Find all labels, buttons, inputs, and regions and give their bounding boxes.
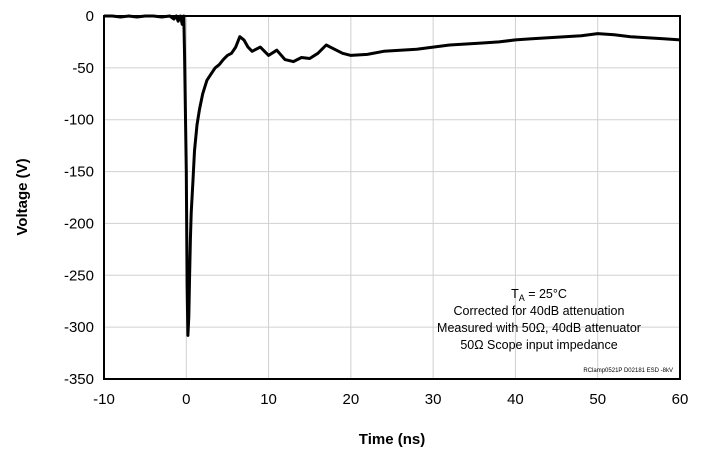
x-tick-label: 40: [507, 391, 524, 408]
y-tick-label: -300: [64, 319, 94, 336]
annotation-footnote: RClamp0521P D02181 ESD -8kV: [583, 368, 673, 374]
y-tick-label: 0: [86, 8, 94, 25]
series-line: [104, 14, 681, 337]
x-tick-label: 50: [589, 391, 606, 408]
annotation-line-2: Corrected for 40dB attenuation: [454, 304, 625, 318]
y-tick-label: -200: [64, 215, 94, 232]
gridlines: [104, 16, 680, 379]
annotation-line-4: 50Ω Scope input impedance: [460, 338, 617, 352]
x-tick-label: 60: [672, 391, 689, 408]
y-tick-label: -250: [64, 267, 94, 284]
x-tick-label: 30: [425, 391, 442, 408]
ta-value: = 25°C: [525, 287, 567, 301]
x-tick-label: 20: [343, 391, 360, 408]
annotation-box: TA = 25°C Corrected for 40dB attenuation…: [437, 287, 673, 374]
x-tick-label: 10: [260, 391, 277, 408]
ta-symbol: T: [511, 287, 519, 301]
annotation-ta: TA = 25°C: [511, 287, 567, 303]
y-tick-label: -50: [72, 60, 94, 77]
y-tick-labels: 0 -50 -100 -150 -200 -250 -300 -350: [64, 8, 94, 388]
y-axis-title: Voltage (V): [14, 158, 31, 235]
x-axis-title: Time (ns): [359, 431, 425, 448]
plot-area-border: [103, 15, 681, 380]
y-tick-label: -150: [64, 164, 94, 181]
ta-subscript: A: [519, 293, 525, 303]
y-tick-label: -350: [64, 371, 94, 388]
x-tick-labels: -10 0 10 20 30 40 50 60: [93, 391, 688, 408]
x-tick-label: -10: [93, 391, 115, 408]
y-tick-label: -100: [64, 112, 94, 129]
x-tick-label: 0: [182, 391, 190, 408]
annotation-line-3: Measured with 50Ω, 40dB attenuator: [437, 321, 641, 335]
series-layer: [104, 14, 681, 337]
